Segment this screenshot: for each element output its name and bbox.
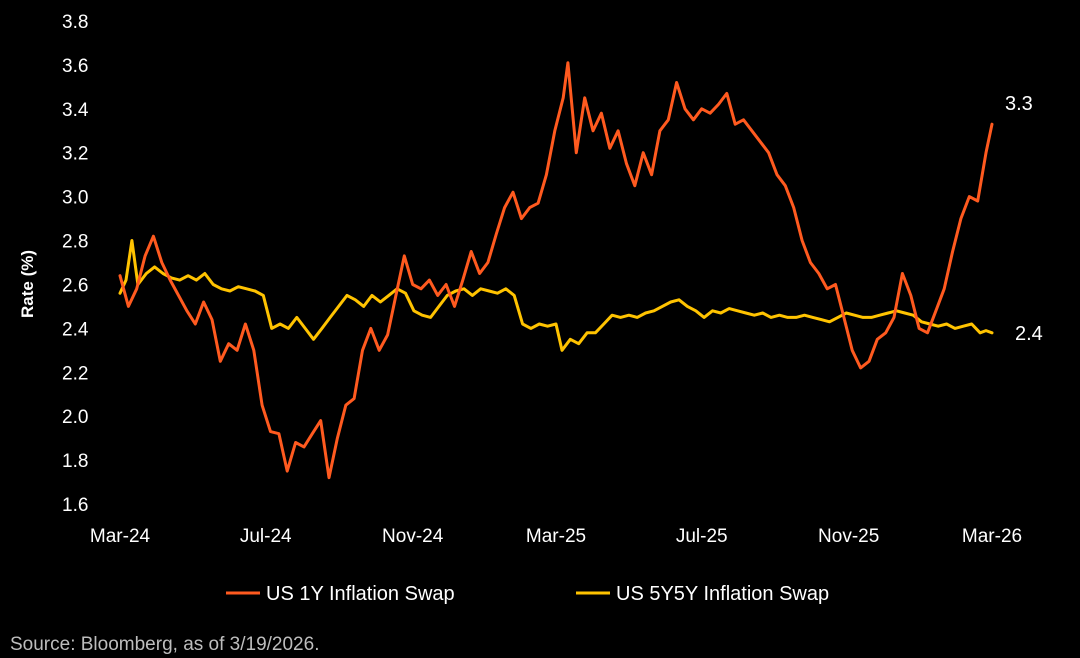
x-tick-label: Mar-25: [526, 526, 586, 547]
x-tick-label: Jul-24: [240, 526, 292, 547]
source-note: Source: Bloomberg, as of 3/19/2026.: [10, 634, 319, 655]
series-line-us-5y5y: [118, 239, 994, 352]
y-tick-label: 3.6: [62, 56, 88, 77]
y-tick-label: 3.2: [62, 144, 88, 165]
y-tick-label: 3.8: [62, 12, 88, 33]
x-tick-label: Nov-24: [382, 526, 444, 547]
y-tick-label: 1.6: [62, 495, 88, 516]
y-tick-label: 2.4: [62, 319, 89, 340]
series-layer: [118, 61, 994, 480]
x-tick-label: Mar-26: [962, 526, 1022, 547]
x-tick-label: Jul-25: [676, 526, 728, 547]
y-tick-label: 2.6: [62, 275, 88, 296]
end-value-label: 2.4: [1015, 323, 1043, 345]
y-tick-label: 3.0: [62, 188, 88, 209]
y-axis: 1.6 1.8 2.0 2.2 2.4 2.6 2.8 3.0 3.2 3.4 3.6 3.8: [62, 12, 89, 516]
y-tick-label: 2.8: [62, 232, 88, 253]
y-tick-label: 3.4: [62, 100, 89, 121]
series-line-us-1y: [118, 61, 994, 480]
end-labels: 3.3 2.4: [1005, 93, 1043, 345]
y-tick-label: 2.0: [62, 407, 88, 428]
x-axis: Mar-24 Jul-24 Nov-24 Mar-25 Jul-25 Nov-25 Mar-…: [90, 526, 1022, 547]
y-axis-label: Rate (%): [18, 250, 37, 318]
legend: US 1Y Inflation Swap US 5Y5Y Inflation Sw…: [226, 583, 829, 605]
x-tick-label: Mar-24: [90, 526, 151, 547]
x-tick-label: Nov-25: [818, 526, 879, 547]
y-tick-label: 1.8: [62, 451, 88, 472]
legend-label: US 1Y Inflation Swap: [266, 583, 455, 605]
legend-label: US 5Y5Y Inflation Swap: [616, 583, 829, 605]
end-value-label: 3.3: [1005, 93, 1033, 115]
y-tick-label: 2.2: [62, 363, 88, 384]
